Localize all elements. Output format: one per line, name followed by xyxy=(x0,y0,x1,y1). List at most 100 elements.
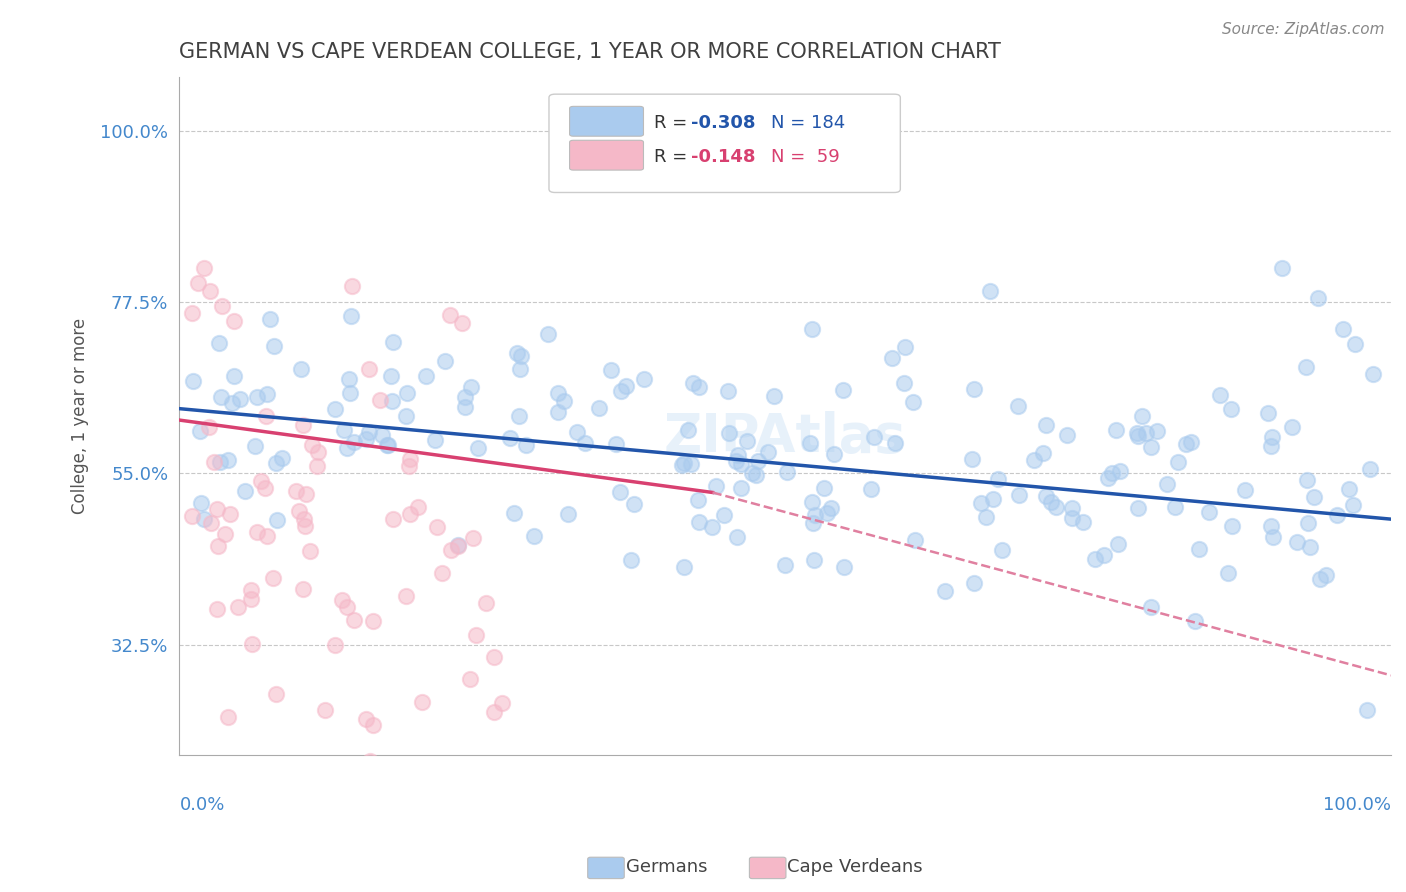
Point xyxy=(893,376,915,390)
Point xyxy=(294,519,316,533)
Point xyxy=(356,712,378,726)
Point xyxy=(725,454,748,468)
Point xyxy=(380,369,402,384)
Point xyxy=(222,368,245,383)
Point xyxy=(240,592,263,607)
Text: GERMAN VS CAPE VERDEAN COLLEGE, 1 YEAR OR MORE CORRELATION CHART: GERMAN VS CAPE VERDEAN COLLEGE, 1 YEAR O… xyxy=(180,42,1001,62)
Point xyxy=(1062,501,1084,516)
Point xyxy=(381,334,404,349)
Point xyxy=(700,520,723,534)
Point xyxy=(1260,439,1282,453)
Point xyxy=(1341,498,1364,512)
Point xyxy=(1022,453,1045,467)
Point xyxy=(1361,368,1384,382)
Point xyxy=(332,423,354,437)
Point xyxy=(292,582,315,597)
Text: N = 184: N = 184 xyxy=(770,113,845,132)
Point xyxy=(340,310,363,324)
Point xyxy=(1039,495,1062,509)
FancyBboxPatch shape xyxy=(569,106,644,136)
Point xyxy=(735,434,758,448)
Point xyxy=(963,576,986,591)
Point xyxy=(229,392,252,406)
Text: Germans: Germans xyxy=(626,858,707,876)
Point xyxy=(1339,482,1361,496)
Point xyxy=(1156,477,1178,491)
Point xyxy=(287,503,309,517)
Point xyxy=(336,600,359,615)
Point xyxy=(1220,401,1243,416)
Point xyxy=(671,458,693,472)
Text: 100.0%: 100.0% xyxy=(1323,796,1391,814)
Point xyxy=(190,496,212,510)
Point xyxy=(803,553,825,567)
Point xyxy=(1302,490,1324,504)
Point xyxy=(801,516,824,530)
Point xyxy=(221,396,243,410)
Point xyxy=(506,346,529,360)
Point xyxy=(359,754,381,768)
Point xyxy=(1271,260,1294,275)
Point xyxy=(368,392,391,407)
Point xyxy=(1146,425,1168,439)
Point xyxy=(337,372,360,386)
Point xyxy=(599,362,621,376)
Point xyxy=(884,436,907,450)
Text: Source: ZipAtlas.com: Source: ZipAtlas.com xyxy=(1222,22,1385,37)
Point xyxy=(222,314,245,328)
Point xyxy=(963,382,986,396)
Point xyxy=(1092,548,1115,562)
Point xyxy=(499,431,522,445)
Point xyxy=(1139,600,1161,615)
Point xyxy=(813,481,835,495)
Point xyxy=(979,284,1001,298)
Point xyxy=(515,438,537,452)
Point xyxy=(904,533,927,547)
Text: Cape Verdeans: Cape Verdeans xyxy=(787,858,922,876)
Point xyxy=(741,466,763,480)
Text: -0.308: -0.308 xyxy=(690,113,755,132)
Point xyxy=(799,435,821,450)
Point xyxy=(330,593,353,607)
Point xyxy=(1167,455,1189,469)
Point xyxy=(623,497,645,511)
Point xyxy=(363,718,385,732)
Point xyxy=(860,483,883,497)
Point xyxy=(301,438,323,452)
Point xyxy=(339,386,361,401)
Point xyxy=(467,441,489,455)
Point xyxy=(426,520,449,534)
Point xyxy=(343,613,366,627)
Point xyxy=(323,638,346,652)
Point xyxy=(1139,440,1161,454)
Point xyxy=(775,466,797,480)
Point xyxy=(960,451,983,466)
Point xyxy=(266,513,288,527)
Point xyxy=(398,459,420,474)
Point xyxy=(381,512,404,526)
Point xyxy=(1035,418,1057,433)
Point xyxy=(439,308,461,322)
Point xyxy=(207,539,229,553)
Point xyxy=(446,537,468,551)
Point xyxy=(1295,359,1317,374)
Point xyxy=(1298,516,1320,530)
Point xyxy=(718,426,741,441)
Point xyxy=(217,453,239,467)
Point xyxy=(200,516,222,530)
Point xyxy=(395,589,418,603)
Point xyxy=(465,628,488,642)
Point xyxy=(266,687,288,701)
Point xyxy=(882,351,904,365)
Point xyxy=(292,511,315,525)
Point xyxy=(377,438,399,452)
Point xyxy=(482,649,505,664)
Point xyxy=(240,583,263,598)
Point xyxy=(460,379,482,393)
Point xyxy=(1184,614,1206,628)
Point xyxy=(991,543,1014,558)
Point xyxy=(1216,566,1239,581)
Point xyxy=(381,394,404,409)
Point xyxy=(198,284,221,298)
Point xyxy=(458,672,481,686)
